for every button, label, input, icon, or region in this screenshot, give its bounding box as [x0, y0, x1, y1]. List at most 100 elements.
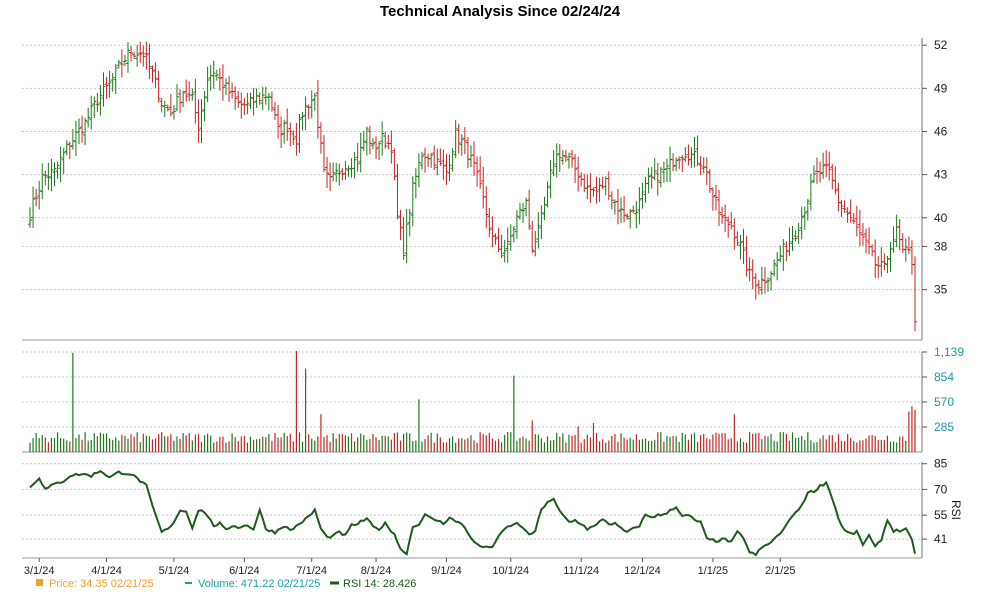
x-tick-label: 6/1/24 [229, 565, 260, 577]
price-bar [144, 41, 149, 70]
price-bar [505, 227, 510, 263]
price-bar [352, 151, 357, 179]
price-bar [269, 91, 274, 112]
price-bar [903, 238, 908, 262]
price-bar [441, 149, 446, 180]
price-bar [355, 143, 360, 172]
price-bar [113, 64, 118, 95]
price-bar [891, 226, 896, 253]
price-bar [680, 155, 685, 173]
price-bar [821, 152, 826, 179]
price-bar [297, 114, 302, 153]
volume-panel [29, 351, 916, 452]
price-bar [563, 149, 568, 162]
price-bar [190, 88, 195, 101]
price-bar [661, 161, 666, 183]
price-bar [514, 210, 519, 239]
price-bar [802, 206, 807, 230]
price-bar [438, 148, 443, 166]
price-bar [769, 271, 774, 291]
price-bar [652, 157, 657, 181]
price-bar [619, 197, 624, 224]
price-bar [815, 157, 820, 184]
volume-tick-label: 570 [934, 395, 954, 409]
price-bar [70, 128, 75, 150]
price-tick-label: 40 [934, 211, 948, 225]
price-bar [208, 64, 213, 91]
price-bar [168, 93, 173, 117]
price-bar [309, 90, 314, 119]
volume-tick-label: 1,139 [934, 345, 964, 359]
price-bar [689, 147, 694, 169]
price-bar [909, 240, 914, 275]
price-bar [392, 148, 397, 181]
price-bar [493, 233, 498, 245]
price-bar [419, 151, 424, 170]
price-bar [698, 155, 703, 176]
price-bar [671, 153, 676, 172]
price-bar [40, 163, 45, 200]
price-bar [165, 104, 170, 112]
x-tick-label: 7/1/24 [296, 565, 327, 577]
price-bar [450, 148, 455, 172]
price-bar [799, 206, 804, 240]
price-bar [468, 145, 473, 168]
price-bar [104, 76, 109, 99]
price-bar [674, 157, 679, 172]
price-bar [285, 108, 290, 141]
price-bar [640, 182, 645, 209]
price-bar [536, 212, 541, 249]
price-bar [251, 88, 256, 116]
price-bar [407, 208, 412, 237]
price-bar [312, 93, 317, 111]
price-bar [395, 163, 400, 220]
price-bar [860, 222, 865, 246]
price-bar [447, 154, 452, 182]
price-bar [750, 259, 755, 290]
price-bar [717, 189, 722, 227]
price-bar [634, 201, 639, 229]
price-bar [462, 127, 467, 155]
x-tick-label: 1/1/25 [698, 565, 729, 577]
price-bar [230, 82, 235, 99]
price-bar [184, 79, 189, 102]
price-bar [364, 126, 369, 156]
price-bar [107, 70, 112, 98]
price-bar [487, 207, 492, 238]
price-bar [346, 165, 351, 177]
price-bar [490, 216, 495, 248]
price-bar [704, 157, 709, 185]
price-bar [43, 170, 48, 186]
price-bar [517, 202, 522, 220]
price-bar [456, 123, 461, 154]
price-bar [174, 84, 179, 112]
price-bar [796, 222, 801, 244]
price-bar [49, 158, 54, 192]
price-bar [854, 205, 859, 237]
price-bar [496, 227, 501, 252]
price-bar [557, 144, 562, 173]
price-bar [227, 76, 232, 102]
price-bar [150, 65, 155, 83]
x-tick-label: 8/1/24 [361, 565, 392, 577]
price-bar [162, 100, 167, 117]
price-bar [64, 140, 69, 156]
rsi-tick-label: 85 [934, 457, 948, 471]
price-bar [46, 163, 51, 190]
price-bar [398, 209, 403, 241]
price-bar [340, 167, 345, 181]
x-tick-label: 9/1/24 [431, 565, 462, 577]
price-bar [122, 55, 127, 67]
price-bar [31, 186, 36, 228]
price-bar [775, 252, 780, 281]
price-bar [560, 150, 565, 165]
price-bar [729, 212, 734, 230]
legend-label: Price: 34.35 02/21/25 [49, 578, 154, 590]
price-bar [52, 162, 57, 187]
price-bar [196, 99, 201, 143]
price-bar [836, 182, 841, 212]
price-bar [266, 92, 271, 111]
price-bar [67, 141, 72, 159]
price-bar [334, 162, 339, 182]
price-bar [141, 45, 146, 67]
